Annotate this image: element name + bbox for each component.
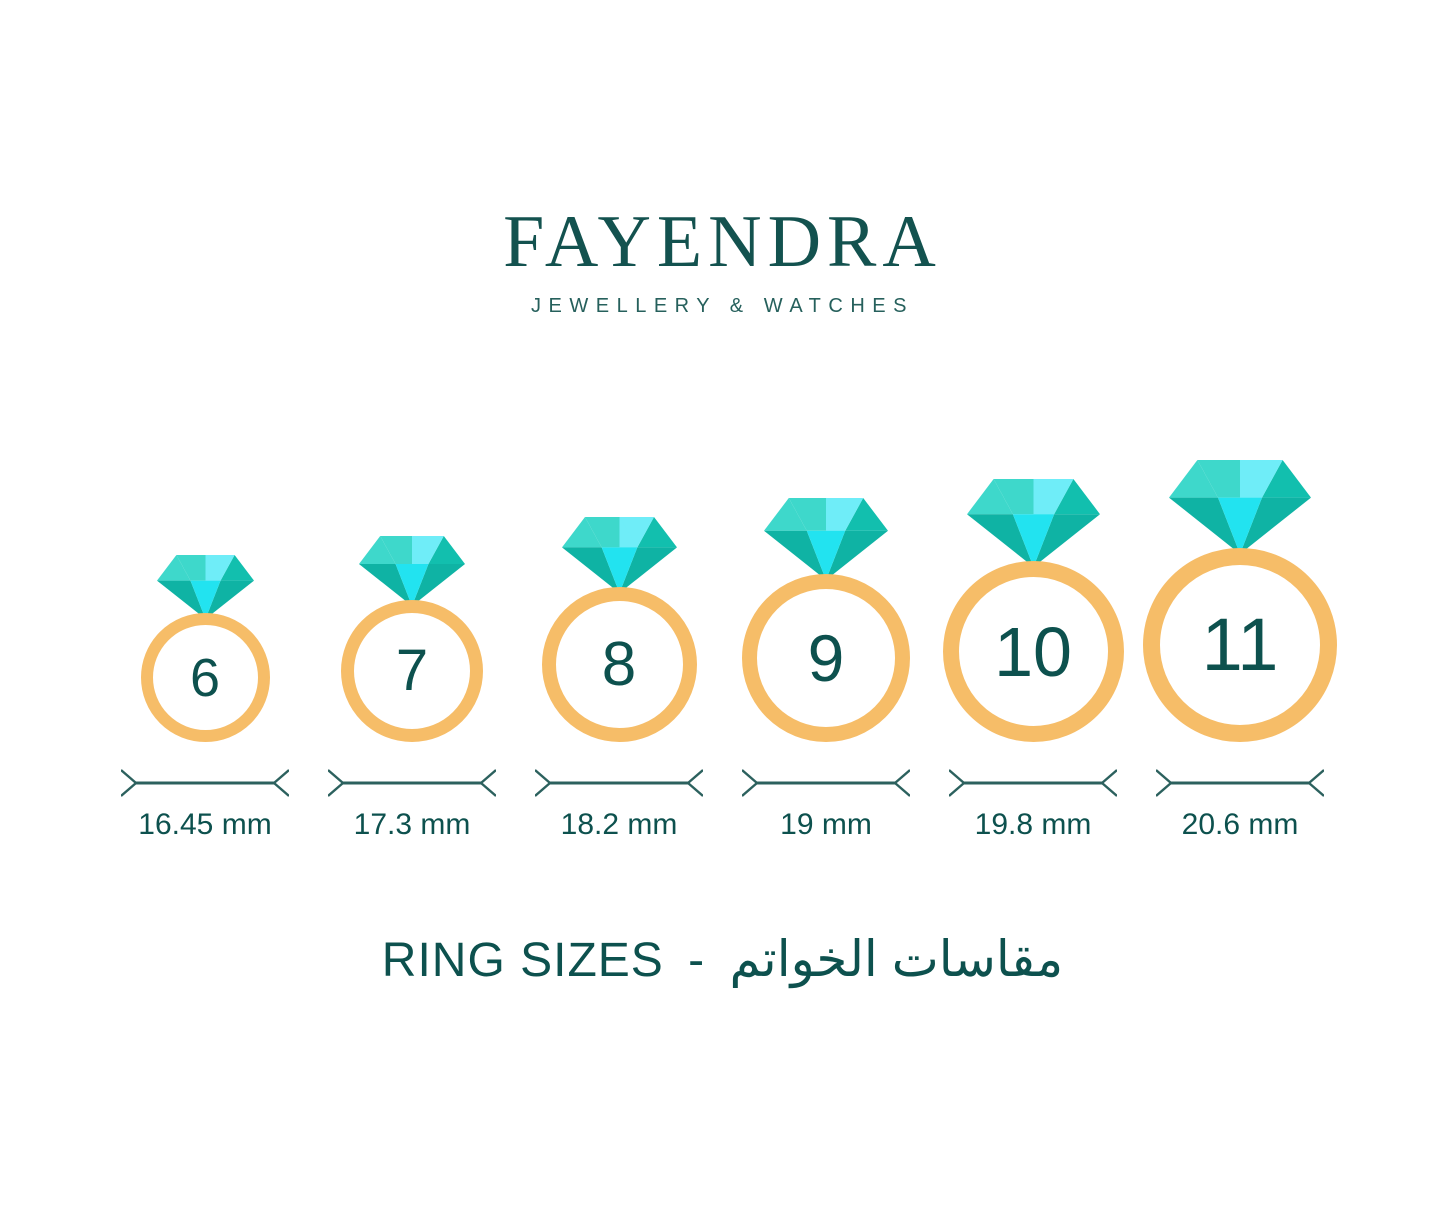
measure-arrow-svg (742, 769, 910, 797)
diameter-label: 19 mm (780, 808, 872, 841)
ring-size-cell[interactable]: 8 18.2 mm (516, 440, 723, 840)
ring-size-number: 10 (994, 612, 1072, 691)
diameter-measure-arrow (949, 762, 1117, 804)
ring-illustration: 7 (309, 457, 516, 742)
ring-illustration: 6 (102, 457, 309, 742)
brand-header: FAYENDRA JEWELLERY & WATCHES (0, 205, 1445, 318)
measure-arrow-svg (535, 769, 703, 797)
diameter-label: 19.8 mm (974, 808, 1092, 841)
ring-band: 7 (341, 600, 483, 742)
diameter-measure-arrow (742, 762, 910, 804)
diamond-gem-svg (359, 536, 465, 606)
ring-band: 10 (942, 561, 1124, 742)
measure-arrow-svg (328, 769, 496, 797)
diamond-icon (359, 536, 465, 606)
ring-band-wrap: 6 (140, 613, 270, 742)
ring-band-wrap: 10 (942, 561, 1124, 742)
diameter-measure-arrow (535, 762, 703, 804)
ring-band-wrap: 9 (742, 574, 910, 742)
ring-size-cell[interactable]: 10 19.8 mm (930, 440, 1137, 840)
diamond-icon (561, 517, 677, 593)
diameter-label: 20.6 mm (1181, 808, 1299, 841)
ring-size-number: 7 (395, 638, 429, 703)
caption-english: RING SIZES (381, 934, 664, 987)
ring-illustration: 10 (930, 457, 1137, 742)
ring-band: 8 (541, 587, 697, 742)
ring-size-number: 11 (1201, 603, 1279, 686)
ring-band: 6 (140, 613, 270, 742)
measure-arrow-svg (121, 769, 289, 797)
diamond-icon (966, 479, 1100, 567)
diamond-gem-svg (966, 479, 1100, 567)
ring-illustration: 8 (516, 457, 723, 742)
chart-caption: RING SIZES - مقاسات الخواتم (0, 930, 1445, 988)
diamond-gem-svg (156, 555, 254, 619)
ring-size-number: 6 (189, 647, 221, 708)
measure-arrow-svg (1156, 769, 1324, 797)
ring-size-cell[interactable]: 7 17.3 mm (309, 440, 516, 840)
diamond-gem-svg (764, 498, 888, 580)
ring-band-wrap: 7 (341, 600, 483, 742)
ring-size-row: 6 16.45 mm 7 17.3 mm (0, 440, 1445, 840)
ring-band-wrap: 11 (1143, 548, 1337, 742)
diamond-gem-svg (1169, 460, 1311, 554)
ring-illustration: 11 (1137, 457, 1344, 742)
ring-size-cell[interactable]: 11 20.6 mm (1137, 440, 1344, 840)
diamond-icon (764, 498, 888, 580)
ring-band-wrap: 8 (541, 587, 697, 742)
diamond-gem-svg (561, 517, 677, 593)
diamond-icon (156, 555, 254, 619)
diamond-icon (1169, 460, 1311, 554)
brand-name: FAYENDRA (503, 201, 942, 283)
ring-size-cell[interactable]: 6 16.45 mm (102, 440, 309, 840)
ring-size-number: 9 (807, 621, 845, 695)
diameter-measure-arrow (121, 762, 289, 804)
caption-arabic: مقاسات الخواتم (729, 931, 1064, 987)
brand-tagline: JEWELLERY & WATCHES (531, 295, 914, 317)
diameter-measure-arrow (1156, 762, 1324, 804)
ring-size-number: 8 (601, 629, 637, 699)
ring-band: 9 (742, 574, 910, 742)
diameter-label: 17.3 mm (353, 808, 471, 841)
ring-size-cell[interactable]: 9 19 mm (723, 440, 930, 840)
measure-arrow-svg (949, 769, 1117, 797)
ring-band: 11 (1143, 548, 1337, 742)
ring-illustration: 9 (723, 457, 930, 742)
caption-separator: - (688, 934, 706, 987)
diameter-label: 18.2 mm (560, 808, 678, 841)
diameter-measure-arrow (328, 762, 496, 804)
diameter-label: 16.45 mm (138, 808, 272, 841)
